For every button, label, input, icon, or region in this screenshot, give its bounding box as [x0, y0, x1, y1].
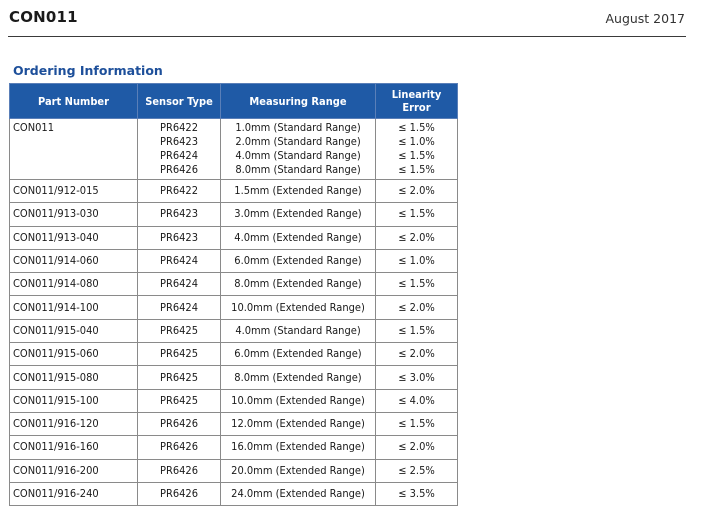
measuring-range-cell: 4.0mm (Extended Range): [220, 225, 376, 250]
part-number-cell: CON011/914-060: [9, 248, 138, 274]
table-row: CON011/915-080 PR6425 8.0mm (Extended Rang…: [9, 365, 458, 390]
measuring-range-cell: 24.0mm (Extended Range): [220, 481, 376, 507]
table-row: CON011/916-160 PR6426 16.0mm (Extended Ran…: [9, 435, 458, 460]
column-header-measuring-range: Measuring Range: [220, 83, 376, 119]
part-number-cell: CON011/915-060: [9, 342, 138, 367]
sensor-type-cell: PR6423: [137, 202, 221, 227]
linearity-error-cell: ≤ 2.0%: [375, 295, 458, 320]
part-number-cell: CON011/915-100: [9, 388, 138, 413]
linearity-error-cell: ≤ 1.0%: [375, 248, 458, 274]
linearity-error-cell: ≤ 2.0%: [375, 225, 458, 250]
measuring-range-cell: 6.0mm (Extended Range): [220, 248, 376, 274]
table-row: CON011/916-240 PR6426 24.0mm (Extended Ran…: [9, 481, 458, 507]
part-number-cell: CON011/916-200: [9, 458, 138, 483]
section-title: Ordering Information: [13, 63, 163, 78]
sensor-type-cell: PR6425: [137, 318, 221, 344]
document-date: August 2017: [605, 11, 685, 26]
part-number-cell: CON011/913-030: [9, 202, 138, 227]
table-row: CON011/913-040 PR6423 4.0mm (Extended Rang…: [9, 225, 458, 250]
linearity-error-line: ≤ 1.5%: [398, 149, 435, 162]
linearity-error-cell: ≤ 4.0%: [375, 388, 458, 413]
column-header-sensor-type: Sensor Type: [137, 83, 221, 119]
sensor-type-cell: PR6426: [137, 481, 221, 507]
table-row: CON011 PR6422 PR6423 PR6424 PR6426 1.0mm…: [9, 118, 458, 180]
linearity-error-cell: ≤ 3.0%: [375, 365, 458, 390]
part-number-cell: CON011/916-240: [9, 481, 138, 507]
part-number-cell: CON011/915-080: [9, 365, 138, 390]
sensor-type-line: PR6424: [159, 149, 199, 162]
linearity-error-cell: ≤ 1.5%: [375, 411, 458, 437]
linearity-error-cell: ≤ 2.5%: [375, 458, 458, 483]
table-row: CON011/915-040 PR6425 4.0mm (Standard Rang…: [9, 318, 458, 344]
table-row: CON011/916-200 PR6426 20.0mm (Extended Ran…: [9, 458, 458, 483]
part-number-cell: CON011/916-120: [9, 411, 138, 437]
part-number-cell: CON011/913-040: [9, 225, 138, 250]
measuring-range-line: 8.0mm (Standard Range): [235, 163, 361, 176]
linearity-error-line: ≤ 1.5%: [398, 121, 435, 134]
table-row: CON011/914-080 PR6424 8.0mm (Extended Rang…: [9, 272, 458, 297]
linearity-error-cell: ≤ 3.5%: [375, 481, 458, 507]
linearity-error-cell: ≤ 1.5%: [375, 202, 458, 227]
linearity-error-cell: ≤ 2.0%: [375, 178, 458, 204]
measuring-range-line: 2.0mm (Standard Range): [235, 135, 361, 148]
sensor-type-cell: PR6425: [137, 388, 221, 413]
linearity-error-line: ≤ 1.5%: [398, 163, 435, 176]
measuring-range-cell: 8.0mm (Extended Range): [220, 365, 376, 390]
measuring-range-cell: 4.0mm (Standard Range): [220, 318, 376, 344]
measuring-range-line: 1.0mm (Standard Range): [235, 121, 361, 134]
measuring-range-cell: 20.0mm (Extended Range): [220, 458, 376, 483]
column-header-part-number: Part Number: [9, 83, 138, 119]
document-title: CON011: [9, 8, 78, 26]
table-row: CON011/916-120 PR6426 12.0mm (Extended Ran…: [9, 411, 458, 437]
sensor-type-cell: PR6424: [137, 248, 221, 274]
sensor-type-cell: PR6423: [137, 225, 221, 250]
document-header: CON011 August 2017: [8, 0, 686, 37]
part-number-cell: CON011/916-160: [9, 435, 138, 460]
sensor-type-cell: PR6422 PR6423 PR6424 PR6426: [137, 118, 221, 180]
part-number-cell: CON011/912-015: [9, 178, 138, 204]
sensor-type-cell: PR6425: [137, 365, 221, 390]
measuring-range-line: 4.0mm (Standard Range): [235, 149, 361, 162]
sensor-type-cell: PR6425: [137, 342, 221, 367]
sensor-type-line: PR6422: [159, 121, 199, 134]
measuring-range-cell: 8.0mm (Extended Range): [220, 272, 376, 297]
measuring-range-cell: 10.0mm (Extended Range): [220, 388, 376, 413]
measuring-range-cell: 3.0mm (Extended Range): [220, 202, 376, 227]
part-number-cell: CON011/914-100: [9, 295, 138, 320]
linearity-error-line: ≤ 1.0%: [398, 135, 435, 148]
sensor-type-cell: PR6426: [137, 411, 221, 437]
table-row: CON011/913-030 PR6423 3.0mm (Extended Rang…: [9, 202, 458, 227]
table-row: CON011/915-060 PR6425 6.0mm (Extended Rang…: [9, 342, 458, 367]
table-row: CON011/914-060 PR6424 6.0mm (Extended Rang…: [9, 248, 458, 274]
sensor-type-line: PR6426: [159, 163, 199, 176]
part-number-cell: CON011: [9, 118, 138, 180]
sensor-type-line: PR6423: [159, 135, 199, 148]
table-header-row: Part Number Sensor Type Measuring Range …: [9, 83, 458, 119]
measuring-range-cell: 1.0mm (Standard Range) 2.0mm (Standard R…: [220, 118, 376, 180]
table-row: CON011/915-100 PR6425 10.0mm (Extended Ran…: [9, 388, 458, 413]
measuring-range-cell: 12.0mm (Extended Range): [220, 411, 376, 437]
sensor-type-cell: PR6424: [137, 295, 221, 320]
linearity-error-cell: ≤ 2.0%: [375, 435, 458, 460]
linearity-error-cell: ≤ 2.0%: [375, 342, 458, 367]
table-row: CON011/914-100 PR6424 10.0mm (Extended Ran…: [9, 295, 458, 320]
sensor-type-cell: PR6426: [137, 435, 221, 460]
measuring-range-cell: 16.0mm (Extended Range): [220, 435, 376, 460]
measuring-range-cell: 10.0mm (Extended Range): [220, 295, 376, 320]
sensor-type-cell: PR6426: [137, 458, 221, 483]
sensor-type-cell: PR6422: [137, 178, 221, 204]
linearity-error-cell: ≤ 1.5%: [375, 272, 458, 297]
part-number-cell: CON011/914-080: [9, 272, 138, 297]
sensor-type-cell: PR6424: [137, 272, 221, 297]
part-number-cell: CON011/915-040: [9, 318, 138, 344]
measuring-range-cell: 1.5mm (Extended Range): [220, 178, 376, 204]
column-header-linearity-error: Linearity Error: [375, 83, 458, 119]
table-row: CON011/912-015 PR6422 1.5mm (Extended Rang…: [9, 178, 458, 204]
linearity-error-cell: ≤ 1.5% ≤ 1.0% ≤ 1.5% ≤ 1.5%: [375, 118, 458, 180]
measuring-range-cell: 6.0mm (Extended Range): [220, 342, 376, 367]
ordering-table: Part Number Sensor Type Measuring Range …: [9, 83, 458, 507]
linearity-error-cell: ≤ 1.5%: [375, 318, 458, 344]
